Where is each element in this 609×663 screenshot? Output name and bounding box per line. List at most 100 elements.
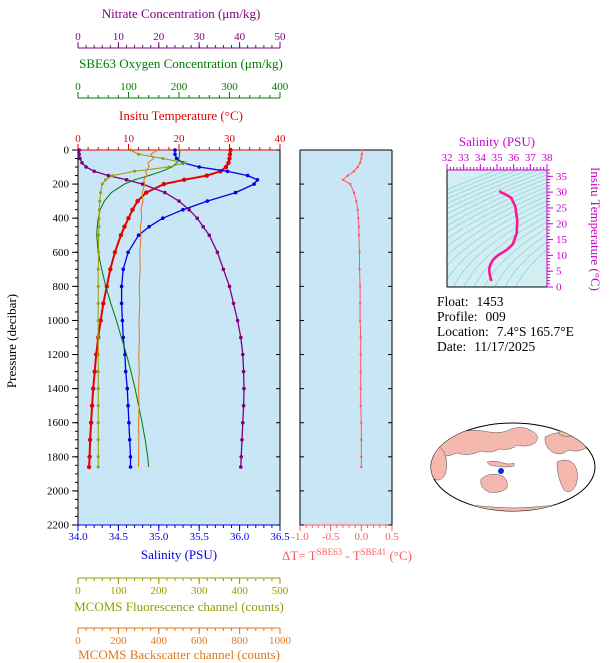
delta-t-plot: -1.0 -0.5 0.0 0.5 xyxy=(291,148,399,543)
pressure-axis-title: Pressure (decibar) xyxy=(4,294,19,388)
tick-label: 2000 xyxy=(47,485,70,497)
tick-label: 50 xyxy=(275,31,287,43)
tick-label: 36.0 xyxy=(230,531,250,543)
tick-label: 0.0 xyxy=(354,531,368,543)
backscatter-axis-title: MCOMS Backscatter channel (counts) xyxy=(78,647,280,662)
tick-label: 500 xyxy=(272,585,289,597)
temperature-axis-title: Insitu Temperature (°C) xyxy=(119,108,243,123)
tick-label: 10 xyxy=(123,133,135,145)
tick-label: 300 xyxy=(191,585,208,597)
tick-label: 400 xyxy=(272,81,289,93)
tick-label: 1800 xyxy=(47,451,70,463)
tick-label: 35.5 xyxy=(190,531,210,543)
tick-label: 10 xyxy=(113,31,125,43)
tick-label: 400 xyxy=(151,635,168,647)
tick-label: 20 xyxy=(556,218,568,230)
tick-label: 34 xyxy=(475,152,487,164)
map-land-australia xyxy=(480,473,508,493)
tick-label: 1000 xyxy=(269,635,292,647)
plot-backgrounds xyxy=(78,150,547,525)
tick-label: 300 xyxy=(221,81,238,93)
tick-label: 20 xyxy=(153,31,165,43)
nitrate-axis-title: Nitrate Concentration (μm/kg) xyxy=(102,6,261,21)
tick-label: 2200 xyxy=(47,520,70,532)
tick-label: 400 xyxy=(53,213,70,225)
tick-label: 30 xyxy=(224,133,236,145)
info-location: Location: 7.4°S 165.7°E xyxy=(437,324,574,339)
delta-t-axis-title: ΔT= TSBE63 - TSBE41 (°C) xyxy=(282,547,412,563)
profile-curves xyxy=(77,147,260,470)
ts-temperature-axis-title: Insitu Temperature (°C) xyxy=(588,167,603,291)
tick-label: 0 xyxy=(75,81,81,93)
map-land-greenland xyxy=(558,426,577,437)
tick-label: 0 xyxy=(64,145,70,157)
tick-label: 0 xyxy=(75,585,81,597)
tick-label: -0.5 xyxy=(322,531,340,543)
tick-label: 40 xyxy=(234,31,246,43)
tick-label: 36.5 xyxy=(270,531,290,543)
backscatter-curve xyxy=(138,149,159,467)
tick-label: 800 xyxy=(231,635,248,647)
tick-label: 0 xyxy=(75,31,81,43)
salinity-axis-title: Salinity (PSU) xyxy=(141,547,217,562)
tick-label: 35.0 xyxy=(149,531,169,543)
info-float: Float: 1453 xyxy=(437,294,504,309)
ts-plot-axes: 32 33 34 35 36 37 38 0 5 10 15 20 25 30 35 xyxy=(442,152,568,294)
tick-label: 38 xyxy=(542,152,554,164)
tick-label: 15 xyxy=(556,234,568,246)
top-axes: 0 10 20 30 40 50 0 100 200 300 400 0 10 20 30 40 xyxy=(75,31,289,151)
tick-label: 0 xyxy=(556,282,562,294)
ts-curve xyxy=(487,190,519,282)
tick-label: 1600 xyxy=(47,417,70,429)
tick-label: 200 xyxy=(53,179,70,191)
map-land-indonesia xyxy=(486,460,515,468)
tick-label: 0.5 xyxy=(385,531,399,543)
ts-salinity-axis-title: Salinity (PSU) xyxy=(459,134,535,149)
tick-label: 800 xyxy=(53,281,70,293)
tick-label: 400 xyxy=(231,585,248,597)
map-land-south-america xyxy=(556,459,578,492)
tick-label: 0 xyxy=(75,635,81,647)
bottom-axes: 34.0 34.5 35.0 35.5 36.0 36.5 0 100 200 300 400 500… xyxy=(68,524,292,647)
tick-label: 200 xyxy=(151,585,168,597)
tick-label: 20 xyxy=(174,133,186,145)
nitrate-curve xyxy=(77,148,246,469)
salinity-curve xyxy=(119,148,260,469)
tick-label: 0 xyxy=(75,133,81,145)
tick-label: 200 xyxy=(171,81,188,93)
tick-label: 5 xyxy=(556,266,562,278)
tick-label: 600 xyxy=(191,635,208,647)
oxygen-axis-title: SBE63 Oxygen Concentration (μm/kg) xyxy=(79,56,283,71)
tick-label: 35 xyxy=(556,171,568,183)
tick-label: 10 xyxy=(556,250,568,262)
tick-label: 33 xyxy=(458,152,470,164)
map-land-eurasia xyxy=(431,427,538,457)
tick-label: 1200 xyxy=(47,349,70,361)
tick-label: 25 xyxy=(556,202,568,214)
tick-label: 30 xyxy=(194,31,206,43)
tick-label: 200 xyxy=(110,635,127,647)
oxygen-curve xyxy=(96,149,181,468)
tick-label: 1400 xyxy=(47,383,70,395)
tick-label: 100 xyxy=(120,81,137,93)
float-info-block: Float: 1453 Profile: 009 Location: 7.4°S 16… xyxy=(437,294,574,354)
fluorescence-axis-title: MCOMS Fluorescence channel (counts) xyxy=(74,599,284,614)
float-location-marker xyxy=(498,468,504,474)
world-map xyxy=(430,422,596,512)
tick-label: 36 xyxy=(508,152,520,164)
tick-label: 1000 xyxy=(47,315,70,327)
tick-label: 34.5 xyxy=(109,531,129,543)
tick-label: -1.0 xyxy=(291,531,309,543)
fluorescence-curve xyxy=(96,148,187,469)
info-date: Date: 11/17/2025 xyxy=(437,339,536,354)
tick-label: 34.0 xyxy=(68,531,88,543)
pressure-axis: 0 200 400 600 800 1000 1200 1400 1600 1800 2000 220… xyxy=(47,145,281,532)
tick-label: 600 xyxy=(53,247,70,259)
ts-density-contours xyxy=(447,170,547,287)
tick-label: 40 xyxy=(275,133,287,145)
tick-label: 37 xyxy=(525,152,537,164)
tick-label: 100 xyxy=(110,585,127,597)
tick-label: 35 xyxy=(492,152,504,164)
